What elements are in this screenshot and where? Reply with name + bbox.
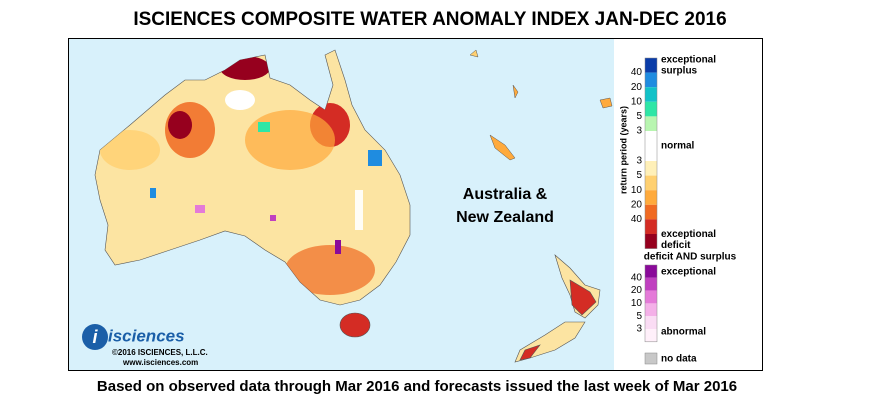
copyright: ©2016 ISCIENCES, L.L.C. — [112, 348, 208, 357]
legend-tick: 10 — [631, 185, 643, 196]
legend-tick: 40 — [631, 67, 643, 78]
legend-label: exceptional — [661, 267, 716, 278]
legend-swatch — [645, 204, 657, 220]
legend-tick: 20 — [631, 82, 643, 93]
legend-swatch — [645, 58, 657, 73]
legend-tick: 5 — [636, 170, 642, 181]
legend-tick: 40 — [631, 272, 643, 283]
legend-swatch — [645, 190, 657, 205]
legend-tick: 3 — [636, 156, 642, 167]
legend-swatch — [645, 87, 657, 102]
logo: i isciences ©2016 ISCIENCES, L.L.C. www.… — [82, 324, 208, 367]
map-label: Australia & — [463, 186, 548, 203]
url: www.isciences.com — [122, 358, 198, 367]
caption: Based on observed data through Mar 2016 … — [97, 378, 737, 395]
legend-tick: 10 — [631, 298, 643, 309]
legend-tick: 20 — [631, 285, 643, 296]
legend: 4020105335102040exceptionalsurplusnormal… — [618, 55, 736, 365]
legend-swatch — [645, 72, 657, 88]
svg-text:i: i — [92, 327, 98, 347]
legend-tick: 40 — [631, 214, 643, 225]
legend-outline — [644, 264, 658, 343]
legend-tick: 5 — [636, 311, 642, 322]
legend-label: deficit — [661, 240, 691, 251]
australia — [94, 49, 411, 338]
legend-label: normal — [661, 141, 695, 152]
legend-label: abnormal — [661, 327, 706, 338]
legend-swatch — [645, 329, 657, 342]
legend-tick: 3 — [636, 324, 642, 335]
legend-swatch — [645, 290, 657, 304]
legend-swatch — [645, 316, 657, 329]
legend-label: exceptional — [661, 55, 716, 66]
legend-tick: 3 — [636, 126, 642, 137]
legend-swatch — [645, 234, 657, 249]
legend-swatch — [645, 161, 657, 176]
legend-tick: 5 — [636, 111, 642, 122]
legend-swatch — [644, 352, 658, 365]
legend-heading: deficit AND surplus — [644, 252, 737, 263]
legend-swatch — [645, 101, 657, 117]
legend-swatch — [645, 303, 657, 317]
map-label: New Zealand — [456, 209, 554, 226]
legend-swatch — [645, 131, 657, 161]
legend-tick: 10 — [631, 96, 643, 107]
legend-label: exceptional — [661, 229, 716, 240]
title: ISCIENCES COMPOSITE WATER ANOMALY INDEX … — [133, 9, 726, 30]
legend-swatch — [645, 116, 657, 131]
legend-label: no data — [661, 354, 697, 365]
legend-swatch — [645, 175, 657, 191]
legend-label: surplus — [661, 66, 698, 77]
new-zealand — [514, 254, 601, 363]
legend-tick: 20 — [631, 199, 643, 210]
logo-name: isciences — [108, 326, 185, 345]
legend-outline — [644, 57, 658, 249]
legend-swatch — [645, 219, 657, 234]
islands — [469, 49, 613, 161]
legend-swatch — [645, 265, 657, 278]
legend-swatch — [645, 277, 657, 291]
legend-axis-label: return period (years) — [618, 106, 628, 194]
